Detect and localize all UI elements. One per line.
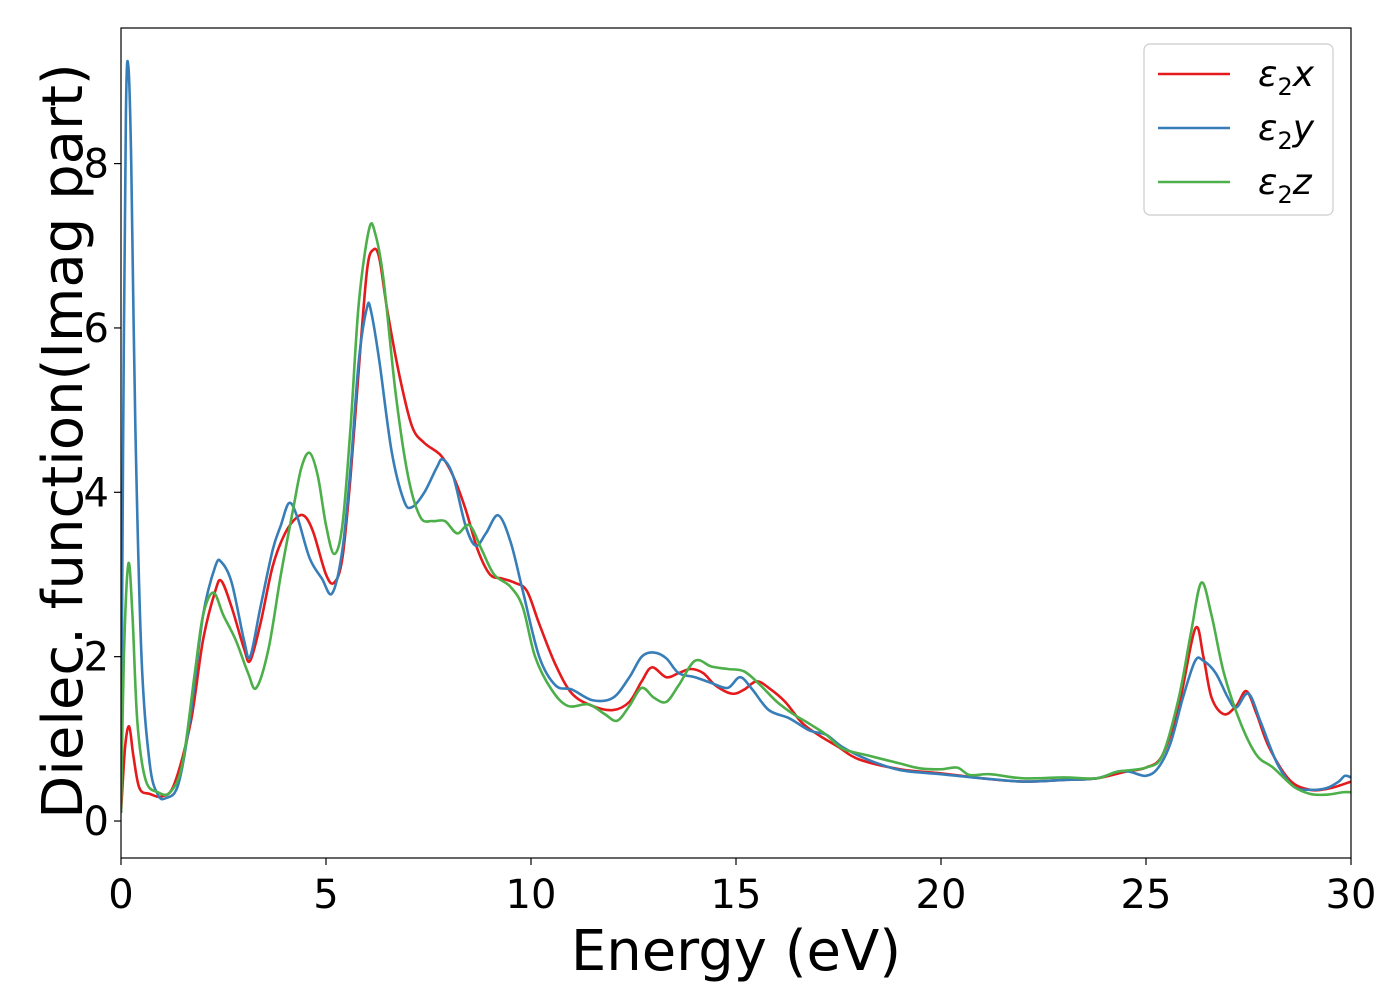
x-tick-label: 25: [1121, 872, 1172, 918]
x-tick-label: 30: [1326, 872, 1377, 918]
x-tick-label: 10: [506, 872, 557, 918]
y-tick-label: 0: [84, 799, 109, 845]
series-layer: [121, 59, 1351, 813]
y-tick-label: 8: [84, 142, 109, 188]
y-tick-label: 4: [84, 470, 109, 516]
y-axis-ticks: 0 2 4 6 8: [84, 142, 121, 845]
legend-label-y: ε2y: [1258, 108, 1315, 155]
legend-label-x: ε2x: [1258, 54, 1315, 101]
series-line-z: [121, 222, 1351, 813]
x-tick-label: 5: [313, 872, 338, 918]
x-tick-label: 20: [916, 872, 967, 918]
legend: ε2x ε2y ε2z: [1143, 43, 1334, 216]
y-axis-label: Dielec. function(Imag part): [31, 63, 96, 819]
x-tick-label: 0: [108, 872, 133, 918]
y-tick-label: 2: [84, 635, 109, 681]
y-tick-label: 6: [84, 306, 109, 352]
x-axis-label: Energy (eV): [571, 919, 901, 984]
legend-label-z: ε2z: [1258, 162, 1313, 209]
x-tick-label: 15: [711, 872, 762, 918]
legend-box: [1143, 43, 1334, 216]
x-axis-ticks: 0 5 10 15 20 25 30: [108, 858, 1376, 918]
